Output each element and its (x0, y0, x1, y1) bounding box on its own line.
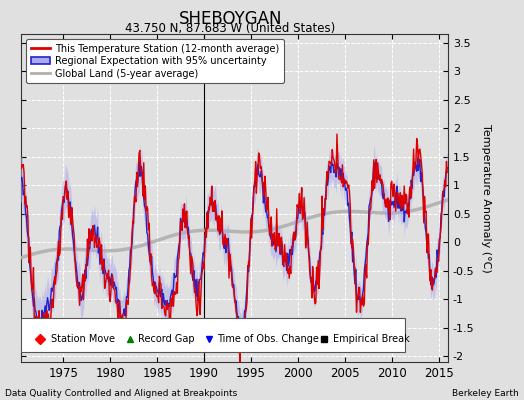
Text: 43.750 N, 87.683 W (United States): 43.750 N, 87.683 W (United States) (125, 22, 336, 35)
FancyBboxPatch shape (21, 318, 405, 352)
Text: SHEBOYGAN: SHEBOYGAN (179, 10, 282, 28)
Text: Station Move: Station Move (51, 334, 115, 344)
Text: Empirical Break: Empirical Break (333, 334, 409, 344)
Text: Data Quality Controlled and Aligned at Breakpoints: Data Quality Controlled and Aligned at B… (5, 389, 237, 398)
Text: Record Gap: Record Gap (138, 334, 195, 344)
Y-axis label: Temperature Anomaly (°C): Temperature Anomaly (°C) (482, 124, 492, 272)
Legend: This Temperature Station (12-month average), Regional Expectation with 95% uncer: This Temperature Station (12-month avera… (26, 39, 284, 84)
Text: Berkeley Earth: Berkeley Earth (452, 389, 519, 398)
Text: Time of Obs. Change: Time of Obs. Change (217, 334, 319, 344)
